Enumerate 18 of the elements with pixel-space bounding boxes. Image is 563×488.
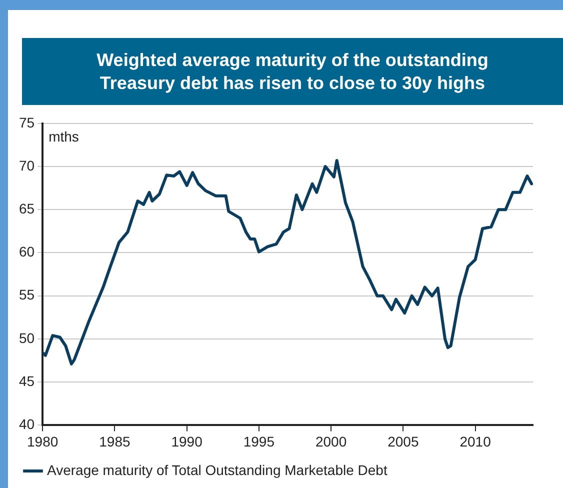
legend-label: Average maturity of Total Outstanding Marketable Debt [47, 462, 388, 478]
y-tick-label: 50 [18, 330, 35, 346]
x-tick-label: 2005 [388, 433, 419, 450]
x-tick-label: 1985 [99, 433, 130, 450]
y-tick-label: 55 [18, 286, 35, 303]
y-tick-label: 70 [18, 157, 35, 174]
y-tick-label: 65 [18, 200, 35, 216]
x-tick-label: 2010 [460, 433, 492, 450]
x-tick-label: 1990 [171, 433, 203, 450]
x-tick-label: 1995 [243, 433, 275, 450]
y-tick-label: 40 [18, 416, 35, 432]
y-axis-title: mths [48, 128, 79, 144]
y-tick-label: 75 [18, 114, 35, 130]
x-tick-label: 2000 [315, 433, 347, 450]
y-tick-label: 60 [18, 244, 35, 260]
y-tick-label: 45 [18, 372, 35, 389]
chart-title: Weighted average maturity of the outstanding Treasury debt has risen to close to 30y highs [22, 38, 563, 105]
x-tick-label: 1980 [26, 433, 58, 450]
